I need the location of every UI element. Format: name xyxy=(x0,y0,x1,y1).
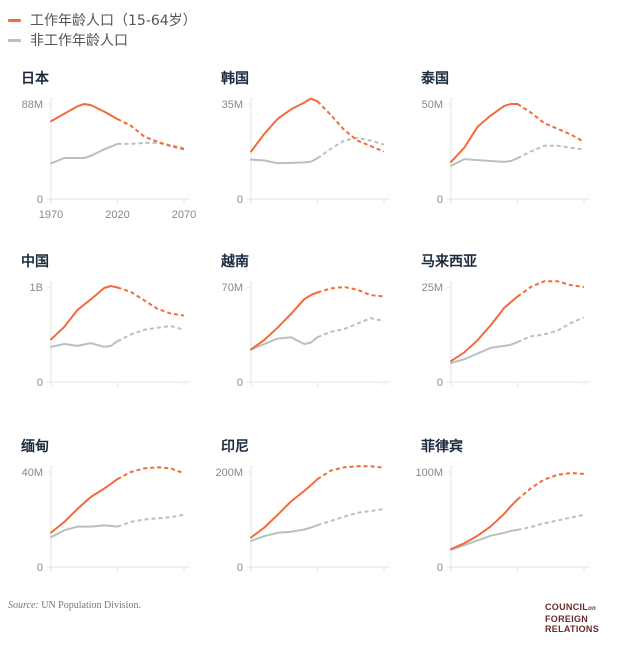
y-tick-label: 1B xyxy=(30,282,43,294)
legend-label-non-working-age: 非工作年龄人口 xyxy=(30,33,128,49)
chart-svg: 0 50M xyxy=(422,98,590,206)
chart-svg: 0 100M xyxy=(415,466,590,574)
series-line-working-age-historical xyxy=(50,285,119,341)
y-tick-label: 200M xyxy=(215,467,243,479)
chart-title: 日本 xyxy=(21,71,49,87)
chart-panel: 印尼 0 200M xyxy=(200,430,400,610)
legend-swatch-working-age xyxy=(8,18,21,22)
chart-title: 越南 xyxy=(221,254,249,270)
y-tick-label: 50M xyxy=(422,99,443,111)
source-note: Source: UN Population Division. xyxy=(8,600,141,611)
series-line-non-working-age-projection xyxy=(517,316,585,344)
series-line-non-working-age-historical xyxy=(250,157,319,165)
logo-line-2: FOREIGN xyxy=(545,614,589,624)
y-tick-label: 0 xyxy=(237,194,243,206)
chart-title: 中国 xyxy=(21,254,49,270)
y-tick-label: 0 xyxy=(37,377,43,389)
y-tick-label: 0 xyxy=(37,562,43,574)
source-prefix: Source: xyxy=(8,600,39,611)
series-line-working-age-historical xyxy=(50,478,119,534)
legend-item-working-age: 工作年龄人口（15-64岁） xyxy=(8,10,197,30)
series-line-non-working-age-projection xyxy=(316,136,385,160)
chart-title: 韩国 xyxy=(221,71,249,87)
chart-title: 马来西亚 xyxy=(421,254,477,270)
chart-title: 菲律宾 xyxy=(421,439,463,455)
series-line-non-working-age-historical xyxy=(450,157,519,167)
series-line-non-working-age-historical xyxy=(50,524,119,539)
series-line-working-age-historical xyxy=(450,103,519,163)
y-tick-label: 70M xyxy=(222,282,243,294)
series-line-working-age-projection xyxy=(317,286,385,298)
series-line-working-age-projection xyxy=(316,465,385,480)
y-tick-label: 35M xyxy=(222,99,243,111)
chart-title: 泰国 xyxy=(421,71,449,87)
chart-svg: 0 40M xyxy=(22,466,190,574)
y-tick-label: 25M xyxy=(422,282,443,294)
y-tick-label: 0 xyxy=(37,194,43,206)
chart-panel: 中国 0 1B xyxy=(0,245,200,425)
legend-label-working-age: 工作年龄人口（15-64岁） xyxy=(30,13,197,29)
series-line-working-age-projection xyxy=(117,466,185,480)
chart-panel: 日本 0 88M 1970 2020 2070 xyxy=(0,62,200,242)
chart-svg: 0 88M 1970 2020 2070 xyxy=(22,98,196,221)
series-line-non-working-age-projection xyxy=(517,144,585,160)
logo-line-1: COUNCIL xyxy=(545,602,589,612)
series-line-non-working-age-historical xyxy=(50,340,119,348)
series-line-non-working-age-historical xyxy=(450,528,519,551)
series-line-working-age-historical xyxy=(250,97,319,153)
series-line-non-working-age-historical xyxy=(250,336,319,351)
series-line-non-working-age-projection xyxy=(317,317,385,339)
legend-swatch-non-working-age xyxy=(8,38,21,42)
series-line-working-age-projection xyxy=(117,286,185,317)
series-line-non-working-age-historical xyxy=(250,524,319,542)
chart-title: 印尼 xyxy=(221,439,249,455)
y-tick-label: 100M xyxy=(415,467,443,479)
y-tick-label: 0 xyxy=(237,377,243,389)
series-line-working-age-projection xyxy=(516,472,585,501)
series-line-working-age-projection xyxy=(316,100,385,153)
chart-svg: 0 1B xyxy=(30,281,190,389)
legend-item-non-working-age: 非工作年龄人口 xyxy=(8,30,197,50)
chart-svg: 0 70M xyxy=(222,281,390,389)
series-line-non-working-age-projection xyxy=(117,325,185,343)
x-tick-label: 2020 xyxy=(105,209,129,221)
source-text: UN Population Division. xyxy=(38,600,141,611)
chart-panel: 马来西亚 0 25M xyxy=(400,245,600,425)
x-tick-label: 2070 xyxy=(172,209,196,221)
y-tick-label: 0 xyxy=(237,562,243,574)
series-line-working-age-projection xyxy=(516,103,585,143)
series-line-working-age-historical xyxy=(450,498,519,550)
x-tick-label: 1970 xyxy=(39,209,63,221)
y-tick-label: 0 xyxy=(437,562,443,574)
legend: 工作年龄人口（15-64岁） 非工作年龄人口 xyxy=(8,10,197,50)
series-line-non-working-age-historical xyxy=(50,142,119,165)
logo-line-3: RELATIONS xyxy=(545,624,600,634)
series-line-non-working-age-projection xyxy=(317,508,385,527)
y-tick-label: 0 xyxy=(437,194,443,206)
chart-panel: 菲律宾 0 100M xyxy=(400,430,600,610)
series-line-non-working-age-historical xyxy=(450,341,519,364)
series-line-working-age-historical xyxy=(250,478,319,539)
y-tick-label: 88M xyxy=(22,99,43,111)
chart-svg: 0 200M xyxy=(215,465,390,574)
chart-panel: 缅甸 0 40M xyxy=(0,430,200,610)
series-line-working-age-historical xyxy=(250,291,319,351)
y-tick-label: 40M xyxy=(22,467,43,479)
logo-on: on xyxy=(588,606,597,612)
chart-panel: 韩国 0 35M xyxy=(200,62,400,242)
chart-svg: 0 25M xyxy=(422,280,590,389)
y-tick-label: 0 xyxy=(437,377,443,389)
series-line-working-age-historical xyxy=(50,103,119,123)
chart-panel: 越南 0 70M xyxy=(200,245,400,425)
chart-panel: 泰国 0 50M xyxy=(400,62,600,242)
cfr-logo: COUNCILon FOREIGN RELATIONS xyxy=(545,602,599,634)
series-line-working-age-projection xyxy=(516,280,585,298)
chart-svg: 0 35M xyxy=(222,97,390,206)
series-line-non-working-age-projection xyxy=(117,513,185,528)
series-line-working-age-historical xyxy=(450,295,519,363)
series-line-non-working-age-projection xyxy=(517,513,585,531)
chart-title: 缅甸 xyxy=(21,439,49,455)
